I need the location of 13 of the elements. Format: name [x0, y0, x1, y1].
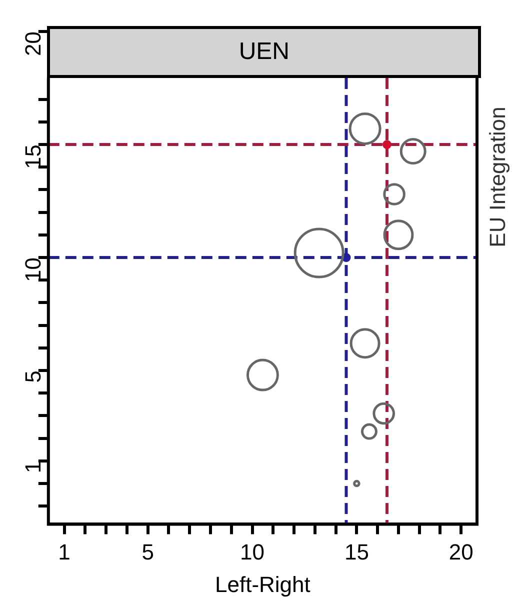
y-tick-label: 15 — [20, 144, 46, 170]
x-tick-label: 1 — [58, 539, 70, 564]
x-tick-label: 20 — [448, 539, 474, 564]
x-tick-label: 15 — [344, 539, 369, 564]
panel-strip: UEN — [46, 26, 482, 78]
x-axis-title: Left-Right — [215, 572, 310, 597]
y-tick-label: 1 — [20, 460, 46, 474]
y-tick-label: 5 — [20, 370, 46, 383]
y-tick-label: 10 — [20, 258, 46, 282]
y-tick-label: 20 — [20, 32, 46, 56]
y-axis-title: EU Integration — [485, 106, 510, 248]
x-tick-label: 5 — [142, 539, 154, 564]
x-tick-label: 10 — [240, 539, 264, 564]
